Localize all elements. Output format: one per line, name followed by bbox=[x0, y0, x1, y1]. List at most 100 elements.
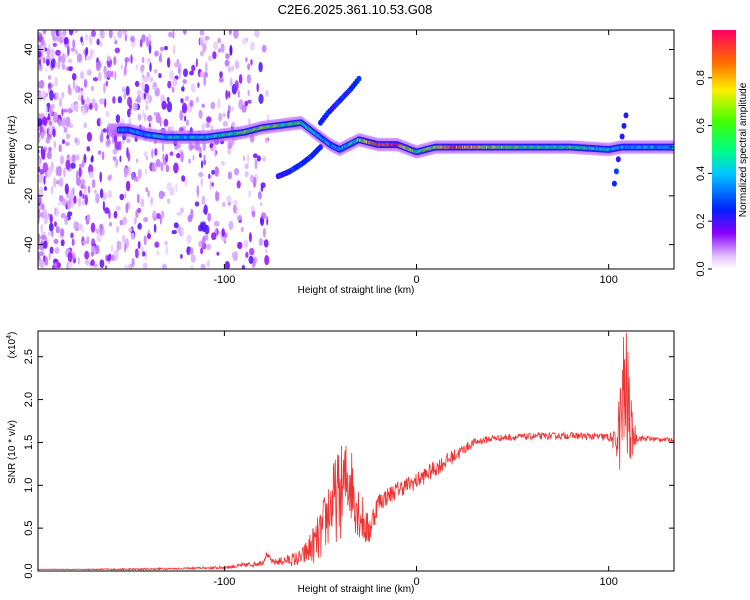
noise-blob bbox=[159, 52, 162, 63]
noise-blob bbox=[42, 203, 45, 211]
noise-blob bbox=[137, 222, 142, 230]
figure-title: C2E6.2025.361.10.53.G08 bbox=[278, 2, 433, 17]
noise-blob bbox=[47, 169, 52, 177]
noise-blob bbox=[203, 75, 207, 87]
noise-blob bbox=[205, 122, 211, 128]
colorbar-axis: 0.0 0.2 0.4 0.6 0.8 bbox=[695, 70, 712, 277]
noise-blob bbox=[63, 126, 68, 133]
noise-blob bbox=[264, 255, 270, 266]
y-tick-label: 0.0 bbox=[23, 563, 35, 578]
noise-blob bbox=[161, 100, 167, 110]
noise-blob bbox=[71, 238, 75, 246]
noise-blob bbox=[52, 128, 56, 138]
snr-series-line bbox=[38, 332, 674, 571]
noise-blob bbox=[177, 73, 182, 79]
noise-blob bbox=[125, 85, 130, 96]
noise-blob bbox=[218, 77, 224, 83]
noise-blob bbox=[127, 96, 132, 107]
noise-blob bbox=[254, 30, 260, 38]
noise-blob bbox=[88, 171, 95, 179]
noise-blob bbox=[48, 121, 53, 126]
noise-blob bbox=[83, 78, 88, 88]
noise-blob bbox=[61, 64, 66, 70]
noise-blob bbox=[248, 232, 252, 243]
noise-blob bbox=[153, 111, 158, 117]
noise-blob bbox=[181, 102, 188, 114]
noise-blob bbox=[102, 200, 105, 211]
noise-blob bbox=[75, 49, 79, 55]
noise-blob bbox=[102, 128, 107, 133]
noise-blob bbox=[143, 217, 149, 223]
colorbar-label: Normalized spectral amplitude bbox=[738, 82, 749, 217]
noise-blob bbox=[60, 212, 66, 219]
noise-blob bbox=[52, 112, 59, 123]
noise-blob bbox=[186, 234, 192, 244]
colorbar-tick-label: 0.0 bbox=[695, 261, 707, 276]
noise-blob bbox=[135, 63, 138, 71]
noise-blob bbox=[94, 244, 100, 255]
noise-blob bbox=[42, 162, 49, 173]
noise-blob bbox=[103, 65, 107, 75]
noise-blob bbox=[131, 257, 135, 268]
noise-blob bbox=[90, 251, 95, 257]
x-tick-label: 0 bbox=[413, 274, 419, 286]
noise-blob bbox=[136, 193, 140, 204]
y-tick-label: 2.5 bbox=[23, 349, 35, 364]
noise-blob bbox=[104, 264, 107, 269]
noise-blob bbox=[47, 75, 52, 80]
noise-blob bbox=[201, 221, 207, 233]
noise-blob bbox=[74, 137, 78, 144]
noise-blob bbox=[89, 102, 93, 110]
noise-blob bbox=[142, 262, 148, 269]
noise-blob bbox=[72, 187, 75, 196]
noise-blob bbox=[192, 154, 195, 161]
noise-blob bbox=[38, 174, 44, 184]
noise-blob bbox=[79, 71, 85, 80]
noise-blob bbox=[67, 251, 73, 263]
noise-blob bbox=[213, 41, 219, 50]
y-tick-label: 0 bbox=[23, 144, 35, 150]
noise-blob bbox=[209, 143, 214, 149]
noise-blob bbox=[57, 118, 62, 127]
noise-blob bbox=[79, 190, 83, 197]
noise-blob bbox=[43, 218, 46, 225]
y-tick-label: 1.5 bbox=[23, 435, 35, 450]
noise-blob bbox=[58, 195, 64, 202]
noise-blob bbox=[86, 214, 91, 221]
noise-blob bbox=[246, 74, 251, 84]
noise-blob bbox=[95, 61, 101, 72]
colorbar-tick-label: 0.6 bbox=[695, 118, 707, 133]
x-tick-label: -100 bbox=[213, 274, 235, 286]
noise-blob bbox=[207, 212, 212, 222]
noise-blob bbox=[225, 89, 228, 100]
noise-blob bbox=[257, 191, 262, 200]
noise-blob bbox=[113, 56, 117, 66]
noise-blob bbox=[205, 243, 212, 250]
noise-blob bbox=[44, 256, 49, 267]
noise-blob bbox=[241, 104, 247, 113]
noise-blob bbox=[85, 55, 91, 61]
noise-blob bbox=[254, 158, 258, 170]
noise-blob bbox=[143, 150, 148, 158]
noise-blob bbox=[59, 228, 65, 237]
noise-blob bbox=[42, 57, 46, 64]
noise-blob bbox=[99, 188, 104, 199]
noise-blob bbox=[172, 78, 178, 87]
noise-blob bbox=[262, 227, 266, 238]
noise-blob bbox=[208, 55, 213, 61]
noise-blob bbox=[87, 185, 91, 194]
noise-blob bbox=[189, 70, 194, 76]
noise-blob bbox=[144, 83, 150, 94]
noise-blob bbox=[167, 80, 172, 89]
noise-blob bbox=[141, 81, 146, 92]
noise-blob bbox=[252, 153, 258, 159]
noise-blob bbox=[77, 257, 80, 265]
noise-blob bbox=[137, 207, 141, 214]
noise-blob bbox=[225, 53, 230, 60]
noise-blob bbox=[53, 238, 59, 244]
noise-blob bbox=[124, 167, 129, 177]
noise-blob bbox=[81, 94, 84, 106]
noise-blob bbox=[199, 30, 205, 36]
noise-blob bbox=[234, 60, 240, 70]
branch-blob bbox=[356, 75, 362, 82]
